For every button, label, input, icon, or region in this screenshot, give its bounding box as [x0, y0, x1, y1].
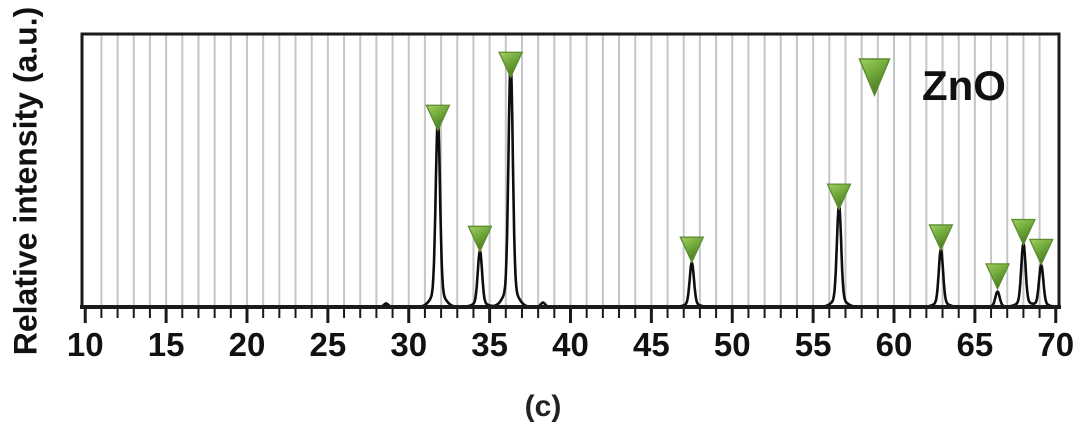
peak-markers [425, 51, 1054, 291]
x-axis-tick-labels: 10 15 20 25 30 35 40 45 50 55 60 65 70 [67, 326, 1074, 363]
x-tick-label: 70 [1037, 326, 1074, 363]
peak-marker-triangle-down-icon [425, 104, 451, 132]
peak-marker-triangle-down-icon [498, 51, 524, 79]
x-tick-label: 20 [229, 326, 266, 363]
x-axis-ticks [83, 309, 1058, 323]
x-tick-label: 65 [957, 326, 994, 363]
x-tick-label: 30 [390, 326, 427, 363]
x-tick-label: 35 [471, 326, 508, 363]
plot-frame [80, 32, 1061, 309]
peak-marker-triangle-down-icon [985, 263, 1011, 291]
peak-marker-triangle-down-icon [826, 183, 852, 211]
x-tick-label: 15 [148, 326, 185, 363]
legend-label: ZnO [922, 62, 1006, 109]
peak-marker-triangle-down-icon [679, 236, 705, 264]
x-tick-label: 40 [552, 326, 589, 363]
gridlines [100, 35, 1041, 306]
legend-triangle-down-icon [858, 58, 891, 97]
figure-caption: (c) [524, 390, 562, 423]
x-tick-label: 10 [67, 326, 104, 363]
x-tick-label: 45 [633, 326, 670, 363]
x-tick-label: 60 [876, 326, 913, 363]
legend: ZnO [858, 57, 1006, 107]
x-tick-label: 25 [310, 326, 347, 363]
peak-marker-triangle-down-icon [467, 225, 493, 253]
peak-marker-triangle-down-icon [1028, 238, 1054, 266]
x-tick-label: 55 [795, 326, 832, 363]
x-tick-label: 50 [714, 326, 751, 363]
peak-marker-triangle-down-icon [1010, 218, 1036, 247]
peak-marker-triangle-down-icon [928, 224, 954, 252]
